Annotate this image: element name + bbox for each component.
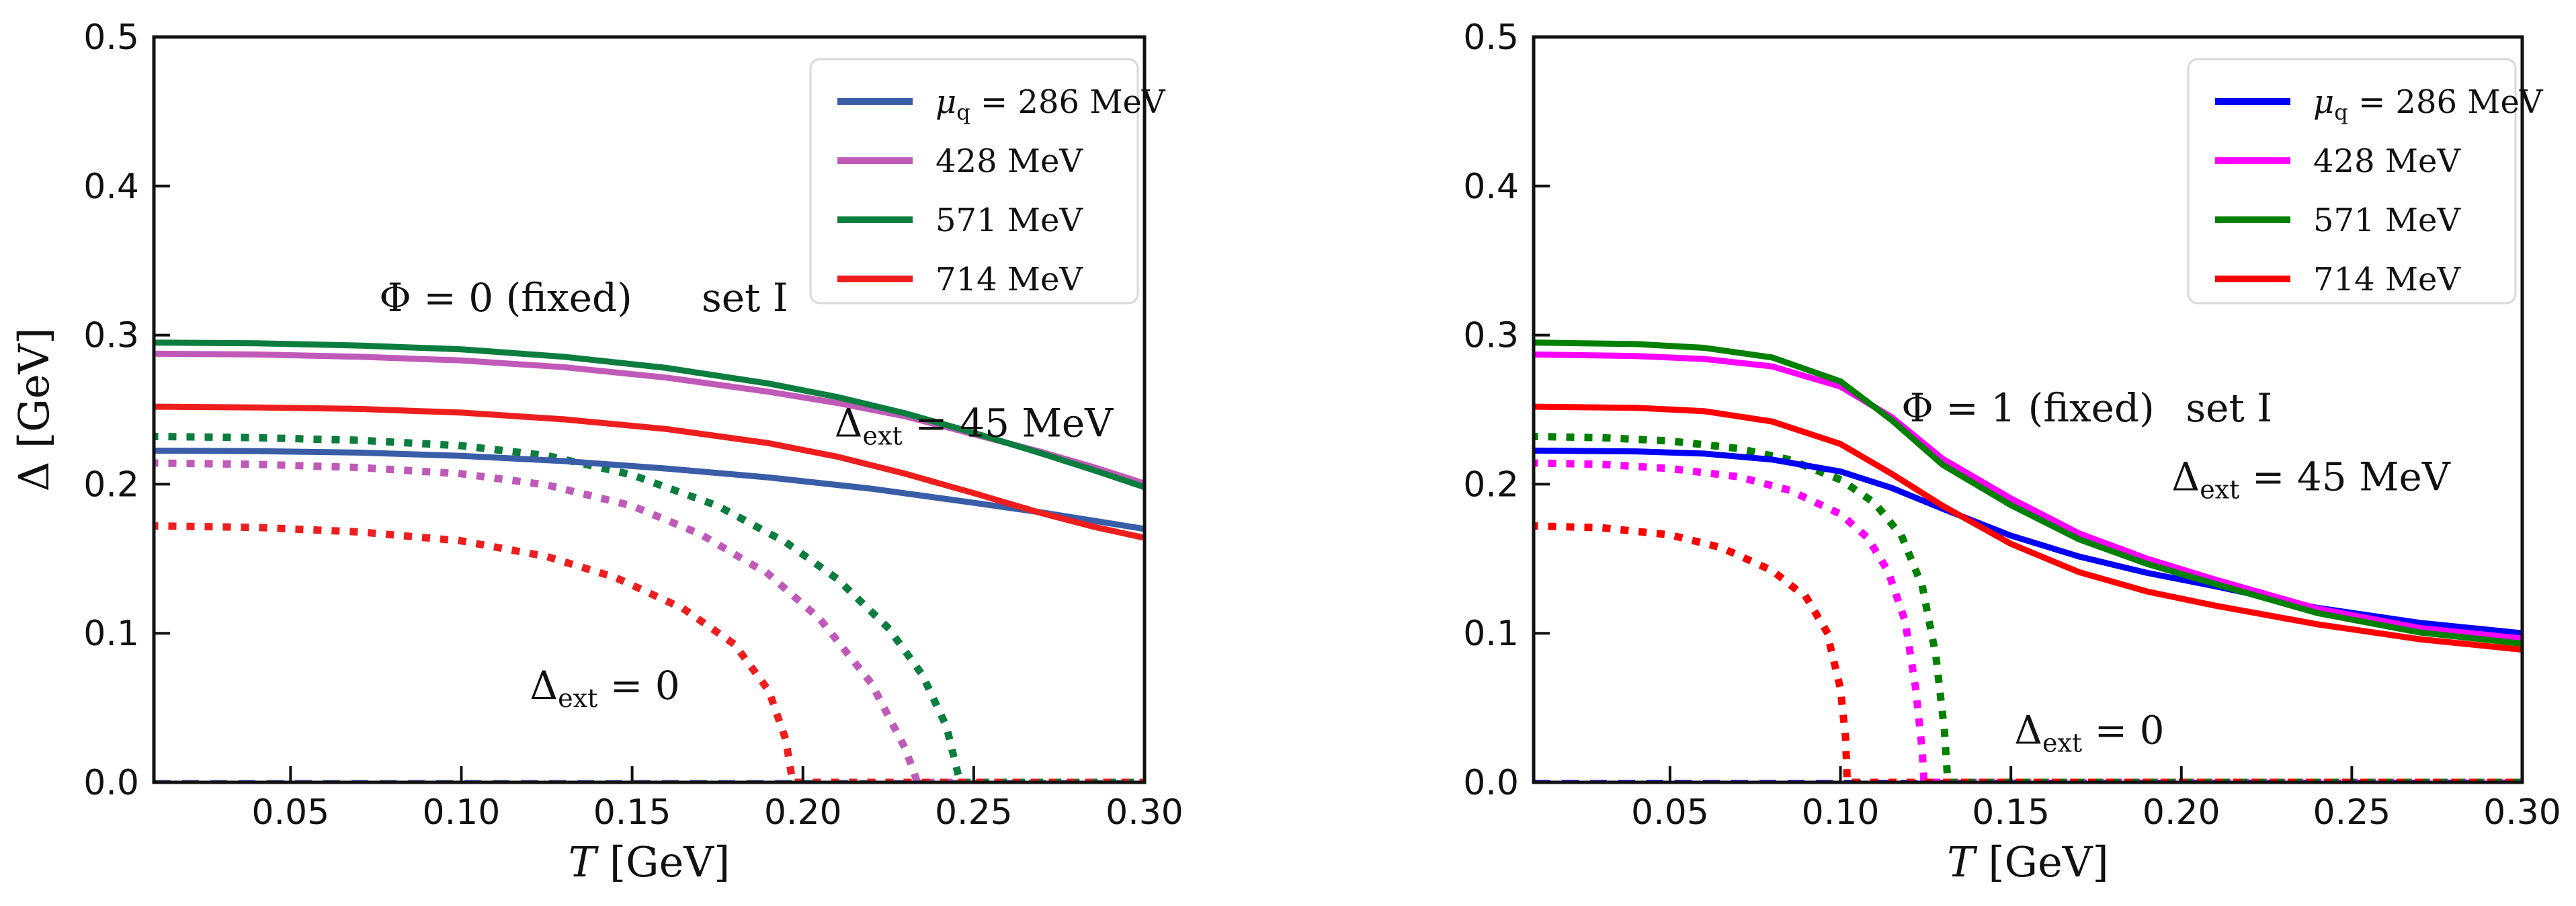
annotation-right-2: Δext = 45 MeV bbox=[2171, 454, 2451, 504]
x-tick-label: 0.15 bbox=[1972, 792, 2050, 833]
x-tick-label: 0.15 bbox=[593, 792, 671, 833]
curve-mu714-solid bbox=[154, 403, 1145, 541]
y-tick-label: 0.2 bbox=[83, 464, 139, 505]
legend-entry-label: μq = 286 MeV bbox=[936, 83, 1166, 125]
curve-mu428-dotted bbox=[154, 459, 1145, 782]
panel-left: 0.05 0.10 0.15 0.20 0.25 0.30 0.0 0.1 0.2 0.3 0.4 0… bbox=[9, 17, 1183, 887]
curves-left bbox=[154, 339, 1145, 782]
y-tick-label: 0.0 bbox=[1463, 763, 1519, 803]
curve-mu571-dotted bbox=[1534, 432, 2522, 782]
annotation-right-3: Δext = 0 bbox=[2014, 707, 2164, 757]
curve-mu571-dotted bbox=[154, 432, 1145, 782]
x-tick-label: 0.10 bbox=[1802, 792, 1880, 833]
legend-entry-label: 428 MeV bbox=[936, 142, 1083, 180]
x-tick-label: 0.30 bbox=[1106, 792, 1183, 833]
x-axis-label: T [GeV] bbox=[1947, 837, 2108, 887]
y-tick-label: 0.5 bbox=[1463, 17, 1519, 58]
y-tick-label: 0.0 bbox=[83, 763, 139, 803]
y-tick-label: 0.3 bbox=[83, 316, 139, 356]
legend-box bbox=[809, 58, 1139, 304]
x-tick-label: 0.05 bbox=[251, 792, 329, 833]
curve-mu428-solid bbox=[1534, 351, 2522, 642]
x-tick-label: 0.05 bbox=[1631, 792, 1709, 833]
y-tick-label: 0.4 bbox=[83, 167, 139, 207]
x-tick-label: 0.25 bbox=[2313, 792, 2391, 833]
annotation-right-1: set I bbox=[2186, 385, 2272, 431]
legend-entry-label: 571 MeV bbox=[2313, 202, 2461, 239]
x-tick-label: 0.20 bbox=[2143, 792, 2220, 833]
x-tick-label: 0.10 bbox=[423, 792, 501, 833]
x-tick-label: 0.30 bbox=[2483, 792, 2561, 833]
y-axis-label: Δ [GeV] bbox=[9, 328, 58, 492]
legend-box bbox=[2187, 58, 2517, 304]
annotation-left-1: set I bbox=[702, 275, 788, 321]
y-tick-label: 0.2 bbox=[1463, 464, 1519, 505]
legend-entry-label: 428 MeV bbox=[2313, 142, 2461, 180]
y-axis-label: Δ [GeV] bbox=[9, 328, 58, 492]
y-tick-label: 0.3 bbox=[1463, 316, 1519, 356]
legend-entry-label: 714 MeV bbox=[2313, 261, 2461, 298]
x-tick-label: 0.20 bbox=[764, 792, 842, 833]
x-tick-label: 0.25 bbox=[935, 792, 1013, 833]
curve-mu571-solid bbox=[154, 339, 1145, 491]
y-tick-label: 0.4 bbox=[1463, 167, 1519, 207]
legend-entry-label: 714 MeV bbox=[936, 261, 1083, 298]
legend-entry-label: μq = 286 MeV bbox=[2313, 83, 2544, 125]
panel-right: 0.05 0.10 0.15 0.20 0.25 0.30 0.0 0.1 0.2 0.3 0.4 0… bbox=[9, 17, 2561, 887]
annotation-left-2: Δext = 45 MeV bbox=[835, 400, 1114, 450]
annotation-left-3: Δext = 0 bbox=[530, 663, 679, 713]
curves-right bbox=[1534, 339, 2522, 782]
curve-mu714-dotted bbox=[154, 522, 1145, 782]
x-axis-label: T [GeV] bbox=[569, 837, 730, 887]
annotation-left-0: Φ = 0 (fixed) bbox=[379, 275, 632, 321]
legend-entry-label: 571 MeV bbox=[936, 202, 1083, 239]
y-tick-label: 0.5 bbox=[83, 17, 139, 58]
y-tick-label: 0.1 bbox=[83, 614, 139, 654]
axes-frame bbox=[152, 35, 1147, 784]
axes-frame bbox=[1532, 35, 2524, 784]
curve-mu714-dotted bbox=[1534, 522, 2522, 782]
y-tick-label: 0.1 bbox=[1463, 614, 1519, 654]
annotation-right-0: Φ = 1 (fixed) bbox=[1901, 385, 2154, 431]
curve-mu714-solid bbox=[1534, 403, 2522, 653]
curve-mu571-solid bbox=[1534, 339, 2522, 647]
